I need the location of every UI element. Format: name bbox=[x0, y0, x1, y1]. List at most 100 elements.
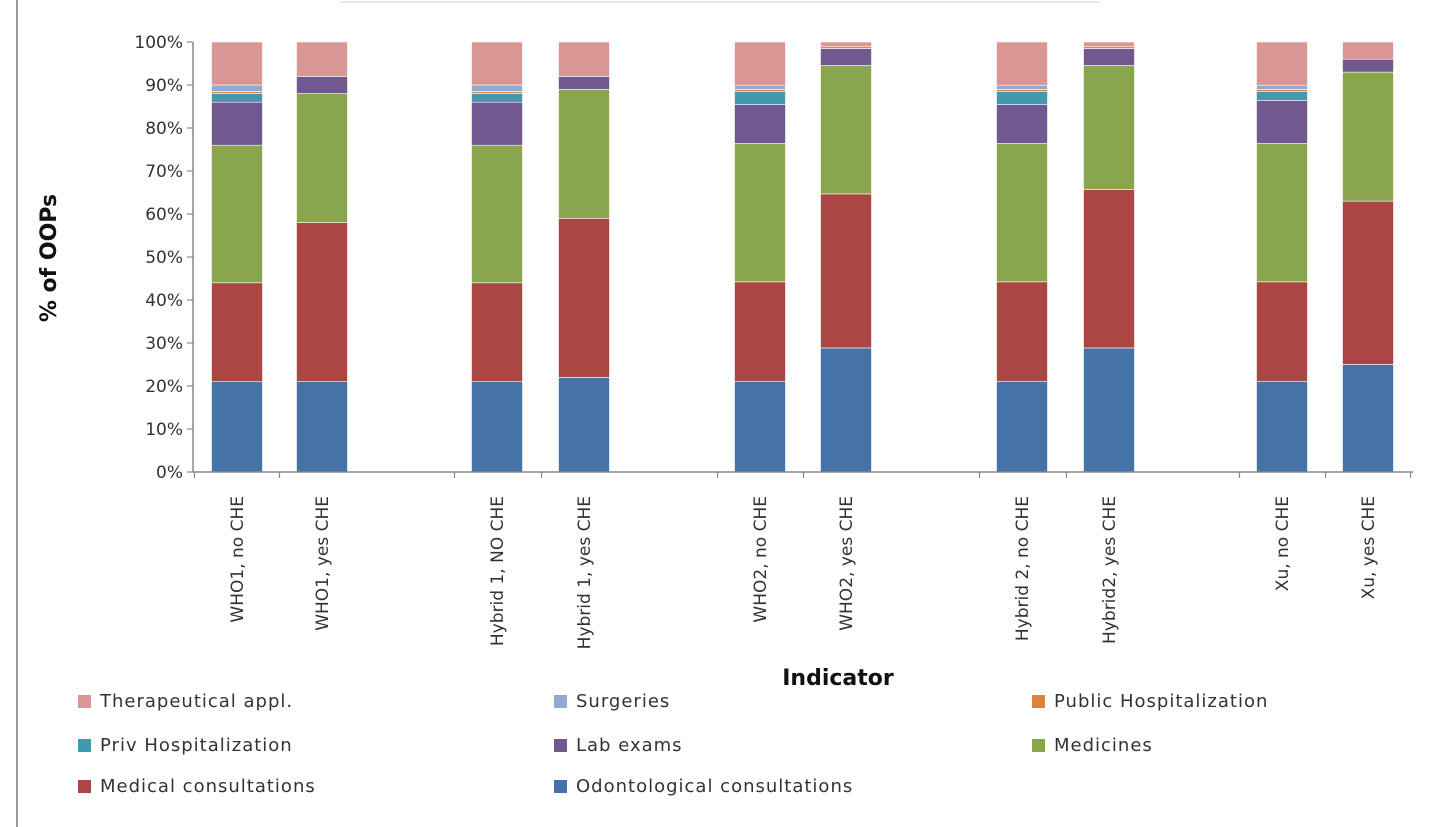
bar-segment-8-cat-4 bbox=[558, 41, 610, 77]
bar-segment-2-cat-10 bbox=[1342, 200, 1394, 365]
y-tick-label: 30% bbox=[145, 334, 183, 354]
y-tick-label: 20% bbox=[145, 377, 183, 397]
legend: Therapeutical appl. Surgeries Public Hospi… bbox=[78, 691, 1267, 797]
bar-segment-4-cat-7 bbox=[996, 104, 1048, 144]
bar-segment-6-cat-8 bbox=[1083, 45, 1135, 49]
bar-segment-2-cat-4 bbox=[558, 218, 610, 378]
x-category-label: Hybrid2, yes CHE bbox=[1100, 496, 1120, 644]
y-tick-label: 10% bbox=[145, 420, 183, 440]
bar-segment-2-cat-5 bbox=[734, 281, 786, 382]
legend-swatch bbox=[554, 780, 567, 793]
bar-segment-4-cat-10 bbox=[1342, 58, 1394, 73]
bar-segment-6-cat-5 bbox=[734, 89, 786, 92]
bar-segment-3-cat-9 bbox=[1256, 143, 1308, 283]
legend-swatch bbox=[78, 695, 91, 708]
x-category-label: Hybrid 1, yes CHE bbox=[575, 496, 595, 649]
bar-segment-4-cat-9 bbox=[1256, 100, 1308, 144]
bar-segment-2-cat-9 bbox=[1256, 281, 1308, 382]
bar-segment-7-cat-9 bbox=[1256, 84, 1308, 90]
legend-swatch bbox=[554, 739, 567, 752]
x-axis-title: Indicator bbox=[782, 666, 894, 691]
bar-segment-3-cat-6 bbox=[820, 65, 872, 195]
bar-segment-1-cat-1 bbox=[211, 381, 263, 473]
bar-segment-8-cat-7 bbox=[996, 41, 1048, 86]
bar-segment-8-cat-5 bbox=[734, 41, 786, 86]
bar-segment-2-cat-7 bbox=[996, 281, 1048, 382]
bar-segment-8-cat-3 bbox=[471, 41, 523, 86]
bar-segment-5-cat-5 bbox=[734, 91, 786, 105]
y-tick-label: 50% bbox=[145, 248, 183, 268]
bar-segment-5-cat-7 bbox=[996, 91, 1048, 105]
y-tick-label: 40% bbox=[145, 291, 183, 311]
bar-segment-1-cat-2 bbox=[296, 381, 348, 473]
x-category-label: Hybrid 1, NO CHE bbox=[488, 496, 508, 646]
y-tick-label: 80% bbox=[145, 119, 183, 139]
bar-segment-1-cat-8 bbox=[1083, 347, 1135, 473]
bar-segment-5-cat-1 bbox=[211, 93, 263, 103]
bar-segment-3-cat-8 bbox=[1083, 65, 1135, 190]
legend-label: Odontological consultations bbox=[576, 776, 853, 797]
bar-segment-3-cat-10 bbox=[1342, 71, 1394, 202]
legend-label: Medical consultations bbox=[100, 776, 316, 797]
bar-segment-4-cat-4 bbox=[558, 76, 610, 90]
bar-segment-2-cat-3 bbox=[471, 282, 523, 382]
bar-segment-3-cat-3 bbox=[471, 144, 523, 284]
y-tick-label: 100% bbox=[134, 33, 183, 53]
bar-segment-6-cat-7 bbox=[996, 89, 1048, 92]
bar-segment-4-cat-8 bbox=[1083, 48, 1135, 66]
bar-segment-4-cat-5 bbox=[734, 104, 786, 144]
legend-swatch bbox=[1032, 739, 1045, 752]
x-category-label: Xu, yes CHE bbox=[1359, 496, 1379, 599]
y-axis-title: % of OOPs bbox=[37, 194, 62, 322]
plot-area bbox=[211, 41, 1394, 473]
x-category-label: WHO2, yes CHE bbox=[837, 496, 857, 631]
bar-segment-2-cat-8 bbox=[1083, 189, 1135, 349]
bar-segment-2-cat-6 bbox=[820, 193, 872, 349]
x-category-label: WHO1, no CHE bbox=[228, 496, 248, 623]
legend-label: Priv Hospitalization bbox=[100, 735, 293, 756]
bar-segment-2-cat-2 bbox=[296, 222, 348, 383]
y-tick-label: 70% bbox=[145, 162, 183, 182]
bar-segment-3-cat-1 bbox=[211, 144, 263, 284]
bar-segment-3-cat-7 bbox=[996, 143, 1048, 283]
x-category-label: Xu, no CHE bbox=[1273, 496, 1293, 591]
legend-label: Medicines bbox=[1054, 735, 1153, 756]
bar-segment-5-cat-9 bbox=[1256, 91, 1308, 101]
bar-segment-2-cat-1 bbox=[211, 282, 263, 382]
bar-segment-6-cat-9 bbox=[1256, 89, 1308, 92]
legend-label: Lab exams bbox=[576, 735, 683, 756]
bar-segment-7-cat-3 bbox=[471, 84, 523, 92]
bar-segment-4-cat-1 bbox=[211, 101, 263, 146]
bar-segment-8-cat-6 bbox=[820, 41, 872, 47]
bar-segment-4-cat-6 bbox=[820, 48, 872, 66]
bar-segment-3-cat-2 bbox=[296, 93, 348, 223]
bar-segment-5-cat-3 bbox=[471, 93, 523, 103]
bar-segment-8-cat-8 bbox=[1083, 41, 1135, 47]
legend-swatch bbox=[554, 695, 567, 708]
bar-segment-8-cat-2 bbox=[296, 41, 348, 77]
bar-segment-6-cat-1 bbox=[211, 91, 263, 94]
y-tick-label: 60% bbox=[145, 205, 183, 225]
bar-segment-4-cat-2 bbox=[296, 76, 348, 94]
bar-segment-3-cat-4 bbox=[558, 89, 610, 219]
legend-swatch bbox=[78, 780, 91, 793]
legend-swatch bbox=[78, 739, 91, 752]
bar-segment-1-cat-7 bbox=[996, 380, 1048, 473]
bar-segment-1-cat-6 bbox=[820, 347, 872, 473]
bar-segment-7-cat-1 bbox=[211, 84, 263, 92]
bar-segment-1-cat-10 bbox=[1342, 364, 1394, 473]
legend-label: Therapeutical appl. bbox=[99, 691, 293, 712]
x-category-label: WHO1, yes CHE bbox=[313, 496, 333, 631]
bar-segment-4-cat-3 bbox=[471, 101, 523, 146]
x-category-label: WHO2, no CHE bbox=[751, 496, 771, 623]
bar-segment-8-cat-10 bbox=[1342, 41, 1394, 60]
legend-swatch bbox=[1032, 695, 1045, 708]
bar-segment-6-cat-3 bbox=[471, 91, 523, 94]
bar-segment-6-cat-6 bbox=[820, 45, 872, 49]
x-category-label: Hybrid 2, no CHE bbox=[1013, 496, 1033, 641]
bar-segment-7-cat-7 bbox=[996, 84, 1048, 90]
x-axis: WHO1, no CHE WHO1, yes CHE Hybrid 1, NO CH… bbox=[193, 471, 1413, 649]
y-tick-label: 0% bbox=[156, 463, 183, 483]
y-axis: 0% 10% 20% 30% 40% 50% 60% 70% 80% 90% 100% bbox=[134, 33, 194, 483]
